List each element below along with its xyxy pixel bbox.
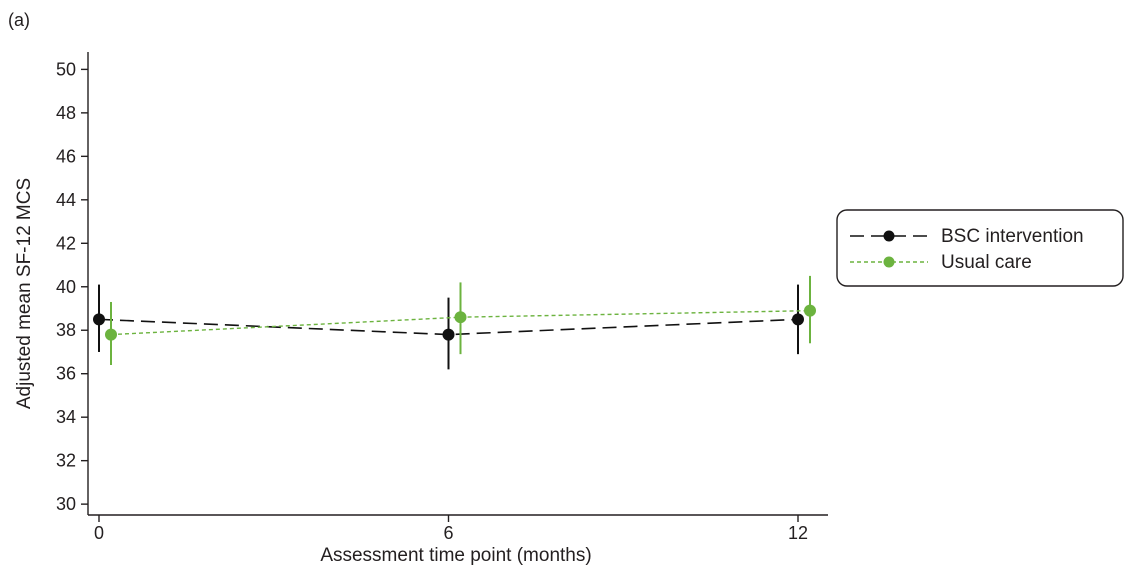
legend-label: BSC intervention	[941, 226, 1084, 247]
legend-box	[836, 209, 1124, 287]
y-tick-label: 44	[56, 190, 76, 210]
data-point	[804, 304, 816, 317]
x-axis-title: Assessment time point (months)	[320, 545, 591, 566]
y-tick-label: 48	[56, 103, 76, 123]
y-tick-label: 50	[56, 59, 76, 79]
series-usual-care	[105, 275, 816, 366]
panel-label: (a)	[8, 10, 30, 30]
y-tick-label: 32	[56, 451, 76, 471]
x-axis-ticks: 0 6 12	[94, 515, 808, 543]
x-tick-label: 0	[94, 523, 104, 543]
y-tick-label: 42	[56, 233, 76, 253]
legend-entry: BSC intervention	[850, 226, 1084, 247]
data-point	[454, 311, 467, 324]
legend-label: Usual care	[941, 252, 1032, 273]
series-layer	[93, 275, 816, 370]
y-tick-label: 46	[56, 146, 76, 166]
data-point	[792, 313, 804, 326]
legend: BSC intervention Usual care	[836, 209, 1124, 287]
y-tick-label: 36	[56, 364, 76, 384]
x-tick-label: 6	[443, 523, 453, 543]
legend-entry: Usual care	[850, 252, 1032, 273]
y-tick-label: 34	[56, 407, 76, 427]
series-line	[110, 309, 811, 336]
data-point	[93, 313, 105, 326]
legend-entries: BSC intervention Usual care	[850, 226, 1084, 273]
legend-swatch-marker	[883, 230, 895, 242]
y-axis-title: Adjusted mean SF-12 MCS	[14, 178, 35, 409]
x-tick-label: 12	[788, 523, 808, 543]
y-tick-label: 38	[56, 320, 76, 340]
data-point	[105, 328, 117, 341]
legend-swatch-marker	[883, 256, 895, 268]
y-axis-ticks: 30 32 34 36 38 40 42 44 46 48 50	[56, 59, 88, 514]
y-tick-label: 30	[56, 494, 76, 514]
series-bsc-intervention	[93, 284, 804, 370]
plot-area: 30 32 34 36 38 40 42 44 46 48 50 0 6 12	[56, 52, 828, 543]
y-tick-label: 40	[56, 277, 76, 297]
data-point	[442, 328, 455, 341]
